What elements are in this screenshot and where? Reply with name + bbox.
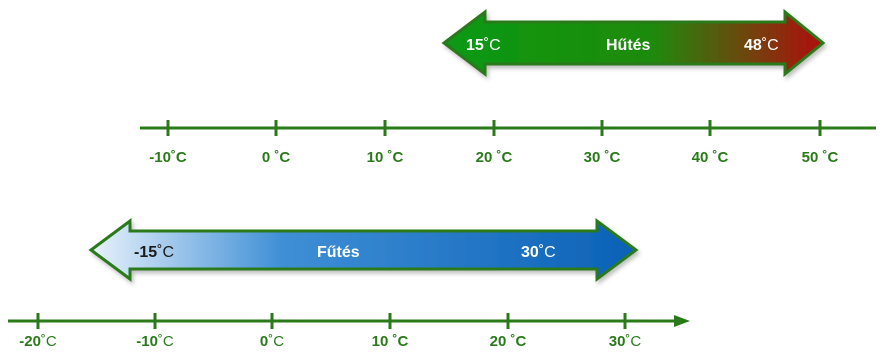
bottom-scale-tick-label: 0˚C <box>260 333 284 350</box>
bottom-scale-tick-label: 10 ˚C <box>372 333 409 350</box>
bottom-temperature-scale: -20˚C -10˚C 0˚C 10 ˚C 20 ˚C 30˚C <box>8 313 690 350</box>
cooling-arrow-shape <box>441 8 826 78</box>
top-scale-tick-label: 40 ˚C <box>692 149 729 166</box>
heating-arrow-shape <box>88 218 639 282</box>
top-scale-tick-label: 0 ˚C <box>262 149 291 166</box>
cooling-start-label: 15˚C <box>466 37 501 54</box>
heating-start-label: -15˚C <box>134 244 174 261</box>
top-axis-ticks: -10˚C 0 ˚C 10 ˚C 20 ˚C 30 ˚C 40 ˚C 50 ˚C <box>149 120 839 166</box>
top-scale-tick-label: -10˚C <box>149 149 187 166</box>
top-scale-tick-label: 30 ˚C <box>584 149 621 166</box>
bottom-scale-tick-label: 30˚C <box>609 333 642 350</box>
top-scale-tick-label: 50 ˚C <box>802 149 839 166</box>
bottom-scale-tick-label: 20 ˚C <box>490 333 527 350</box>
heating-label: Fűtés <box>317 244 360 261</box>
cooling-label: Hűtés <box>606 37 651 54</box>
bottom-axis-arrowhead <box>674 315 690 327</box>
heating-range-arrow: -15˚C Fűtés 30˚C <box>88 218 639 282</box>
bottom-axis-ticks: -20˚C -10˚C 0˚C 10 ˚C 20 ˚C 30˚C <box>19 313 641 350</box>
top-scale-tick-label: 20 ˚C <box>476 149 513 166</box>
top-temperature-scale: -10˚C 0 ˚C 10 ˚C 20 ˚C 30 ˚C 40 ˚C 50 ˚C <box>140 120 876 166</box>
bottom-scale-tick-label: -20˚C <box>19 333 57 350</box>
cooling-end-label: 48˚C <box>744 37 779 54</box>
heating-end-label: 30˚C <box>521 244 556 261</box>
top-scale-tick-label: 10 ˚C <box>367 149 404 166</box>
bottom-scale-tick-label: -10˚C <box>136 333 174 350</box>
cooling-range-arrow: 15˚C Hűtés 48˚C <box>441 8 826 78</box>
